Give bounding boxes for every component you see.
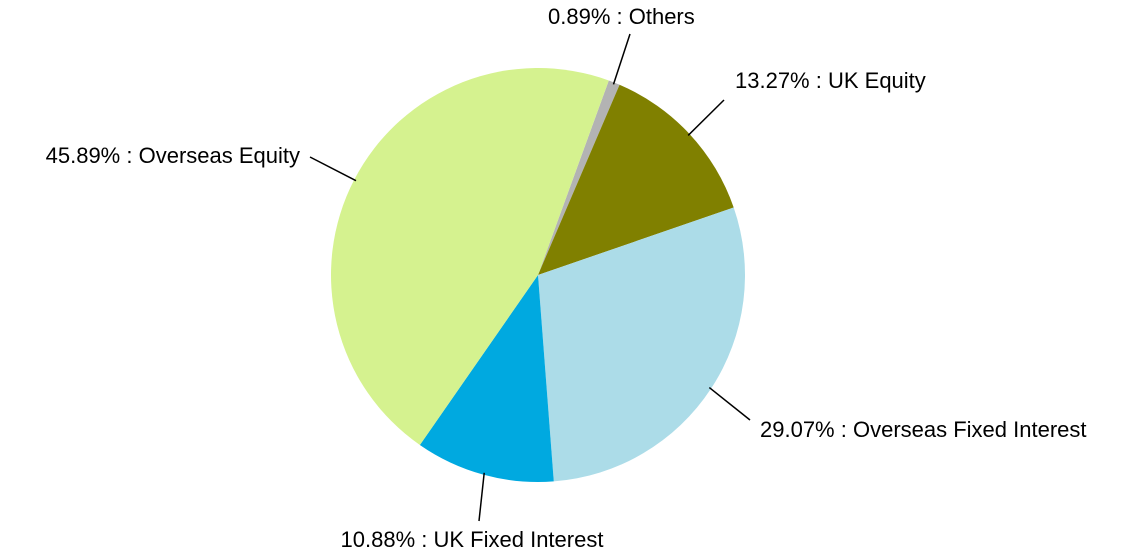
pie-slice — [538, 84, 734, 275]
pie-slice — [330, 67, 609, 445]
slice-label: 29.07% : Overseas Fixed Interest — [760, 417, 1087, 442]
pie-slice — [419, 275, 554, 482]
label-separator: : — [835, 417, 853, 442]
value-label: 10.88% — [341, 527, 416, 552]
value-label: 45.89% — [46, 143, 121, 168]
value-label: 29.07% — [760, 417, 835, 442]
slice-label: 13.27% : UK Equity — [735, 68, 926, 93]
leader-line — [309, 156, 357, 182]
category-label: Overseas Fixed Interest — [853, 417, 1087, 442]
slice-label: 0.89% : Others — [548, 4, 695, 29]
value-label: 0.89% — [548, 4, 610, 29]
leader-line — [708, 386, 751, 421]
category-label: Overseas Equity — [139, 143, 300, 168]
value-label: 13.27% — [735, 68, 810, 93]
leader-line — [612, 33, 631, 85]
label-separator: : — [415, 527, 433, 552]
pie-slice — [538, 80, 620, 275]
label-separator: : — [610, 4, 628, 29]
slice-label: 10.88% : UK Fixed Interest — [341, 527, 604, 552]
category-label: Others — [629, 4, 695, 29]
slice-label: 45.89% : Overseas Equity — [46, 143, 300, 168]
leader-line — [478, 472, 485, 522]
leader-line — [687, 99, 725, 136]
pie-slice — [538, 207, 745, 482]
label-separator: : — [810, 68, 828, 93]
label-separator: : — [120, 143, 138, 168]
category-label: UK Fixed Interest — [434, 527, 604, 552]
category-label: UK Equity — [828, 68, 926, 93]
